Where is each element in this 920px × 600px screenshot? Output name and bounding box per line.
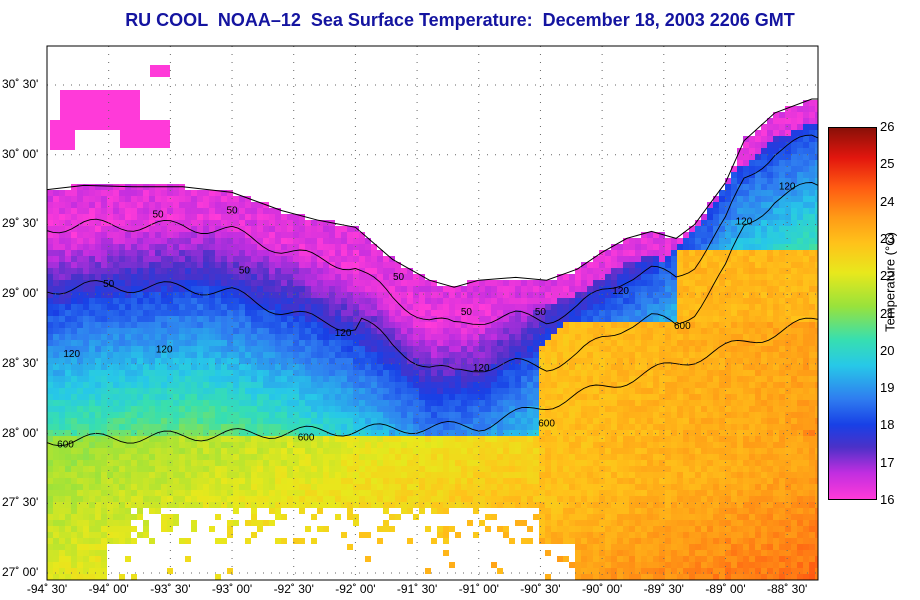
contour-label: 600	[57, 440, 74, 451]
longitude-label: -90˚ 00'	[581, 582, 623, 596]
isobath-50m	[47, 134, 818, 325]
contour-label: 600	[298, 433, 315, 444]
colorbar-tick-label: 16	[880, 492, 895, 507]
latitude-label: 27˚ 00'	[2, 565, 39, 580]
contour-label: 600	[674, 321, 691, 332]
contour-label: 120	[63, 349, 80, 360]
longitude-label: -94˚ 00'	[88, 582, 129, 596]
latitude-label: 27˚ 30'	[2, 495, 39, 510]
longitude-label: -89˚ 30'	[643, 582, 684, 596]
contour-label: 120	[612, 286, 629, 297]
sst-field	[47, 65, 818, 580]
contour-label: 50	[393, 272, 405, 283]
colorbar-tick-label: 17	[880, 454, 895, 470]
isobath-600m	[47, 317, 818, 447]
latitude-label: 29˚ 30'	[2, 216, 39, 231]
latitude-label: 28˚ 30'	[2, 355, 39, 370]
contour-label: 120	[779, 182, 796, 193]
temperature-colorbar	[828, 127, 877, 500]
longitude-label: -93˚ 30'	[150, 582, 191, 596]
contour-label: 120	[335, 328, 352, 339]
map-title: RU COOL NOAA–12 Sea Surface Temperature:…	[125, 10, 795, 30]
colorbar-tick-label: 23	[880, 230, 895, 246]
longitude-label: -91˚ 30'	[396, 582, 438, 596]
longitude-label: -89˚ 00'	[705, 582, 746, 596]
latitude-label: 30˚ 00'	[2, 146, 39, 161]
colorbar-tick-label: 24	[880, 193, 895, 209]
longitude-label: -88˚ 30'	[767, 582, 808, 596]
contour-label: 50	[461, 307, 473, 318]
contour-label: 50	[152, 209, 164, 220]
isobath-120m	[47, 182, 818, 373]
contour-label: 120	[473, 363, 490, 374]
colorbar-tick-label: 18	[880, 417, 895, 433]
contour-label: 600	[538, 419, 555, 430]
contour-label: 50	[103, 279, 115, 290]
colorbar-tick-label: 20	[880, 342, 895, 358]
colorbar-tick-label: 22	[880, 268, 895, 284]
longitude-label: -93˚ 00'	[211, 582, 253, 596]
contour-label: 50	[239, 265, 251, 276]
contour-label: 50	[226, 205, 238, 216]
latitude-label: 30˚ 30'	[2, 77, 39, 92]
longitude-label: -91˚ 00'	[458, 582, 499, 596]
contour-label: 120	[736, 216, 753, 227]
latitude-label: 29˚ 00'	[2, 286, 39, 301]
map-frame	[46, 45, 819, 581]
contour-label: 50	[535, 307, 547, 318]
longitude-label: -92˚ 30'	[273, 582, 314, 596]
longitude-label: -94˚ 30'	[26, 582, 68, 596]
longitude-label: -92˚ 00'	[335, 582, 376, 596]
contour-label: 120	[156, 345, 173, 356]
colorbar-tick-label: 26	[880, 119, 895, 134]
colorbar-tick-label: 21	[880, 305, 895, 321]
colorbar-tick-label: 19	[880, 380, 895, 396]
colorbar-tick-label: 25	[880, 156, 895, 172]
lat-lon-grid	[46, 46, 818, 580]
latitude-label: 28˚ 00'	[2, 425, 39, 440]
longitude-label: -90˚ 30'	[520, 582, 561, 596]
